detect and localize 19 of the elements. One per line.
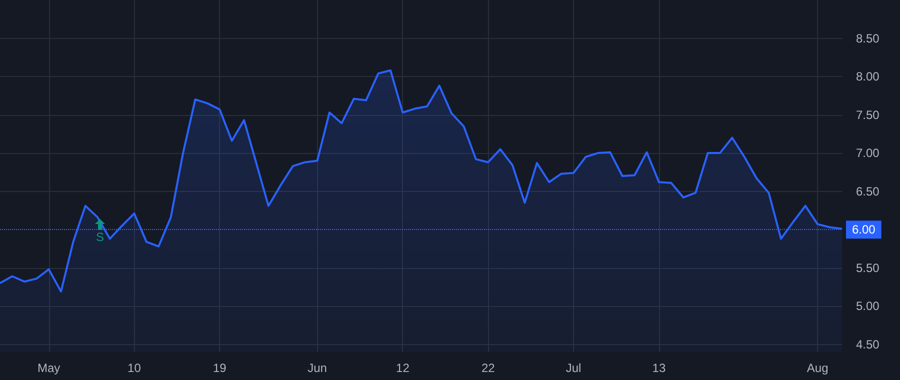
y-tick-label: 6.50	[856, 184, 880, 198]
x-tick-label: May	[37, 361, 60, 375]
x-tick-label: 13	[652, 361, 666, 375]
y-tick-label: 7.00	[856, 146, 880, 160]
y-tick-label: 7.50	[856, 108, 880, 122]
ref-line-label: 6.00	[852, 222, 876, 237]
y-tick-label: 4.50	[856, 337, 880, 352]
x-tick-label: 19	[212, 361, 227, 375]
annotation: S	[96, 230, 104, 244]
x-tick-label: Aug	[806, 361, 828, 375]
x-tick-label: Jun	[308, 361, 327, 375]
x-tick-label: Jul	[566, 361, 582, 375]
x-tick-label: 22	[481, 361, 496, 375]
y-tick-label: 5.00	[856, 299, 880, 314]
x-tick-label: 10	[128, 361, 142, 375]
y-tick-label: 8.00	[856, 70, 880, 84]
y-tick-label: 5.50	[856, 260, 880, 275]
y-tick-label: 8.50	[856, 31, 880, 46]
x-tick-label: 12	[396, 361, 410, 375]
